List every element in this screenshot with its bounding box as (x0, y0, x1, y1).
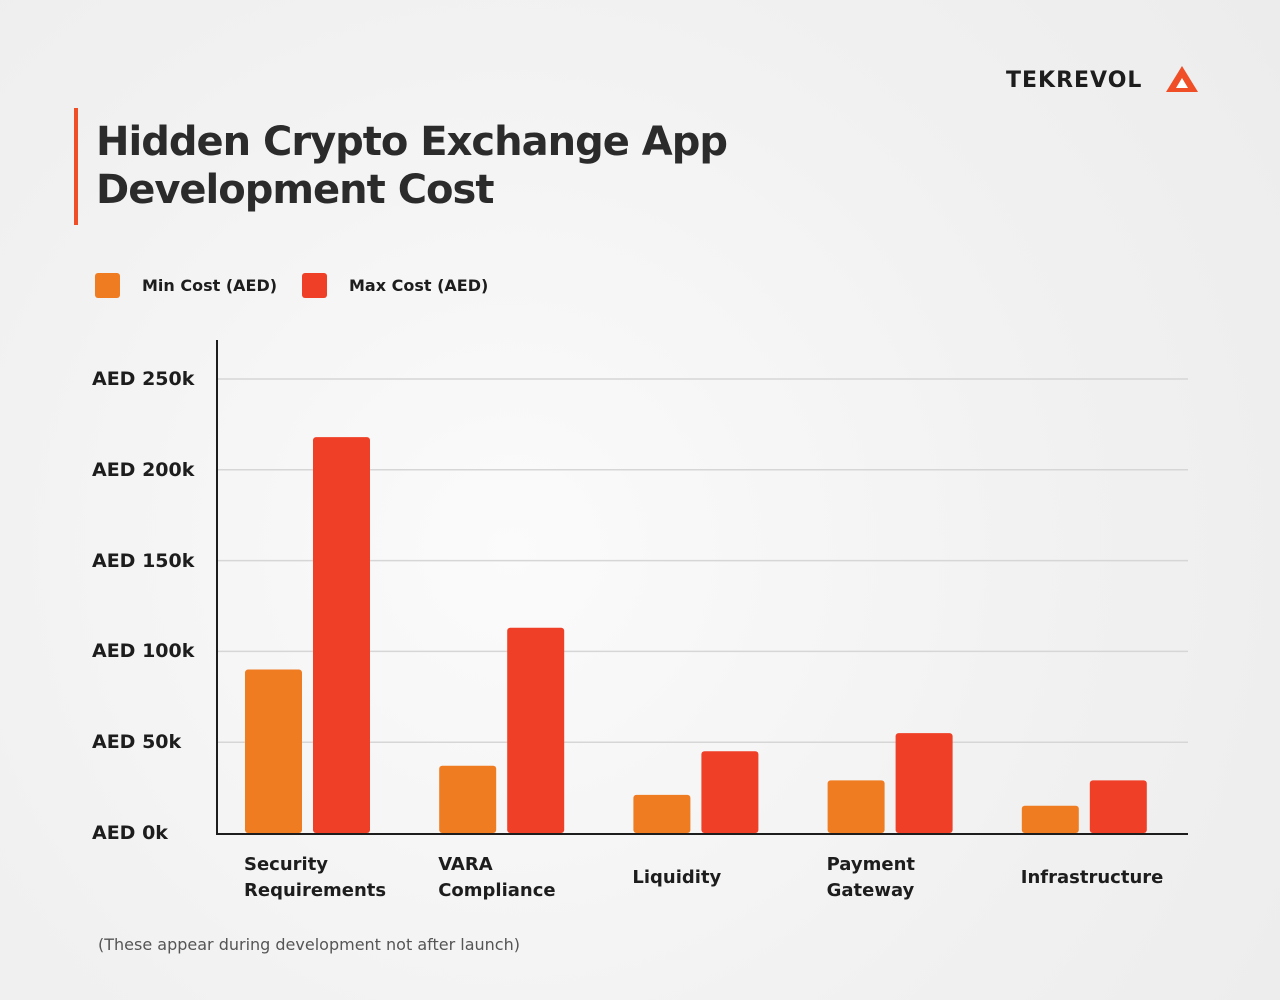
x-tick-label: Payment Gateway (826, 854, 916, 901)
y-tick-label: AED 150k (92, 549, 195, 572)
y-tick-label: AED 200k (92, 458, 195, 481)
y-tick-label: AED 100k (92, 640, 195, 663)
bar (507, 627, 565, 833)
x-tick-label: Infrastructure (1020, 867, 1164, 888)
bar (1089, 780, 1147, 833)
y-tick-label: AED 50k (92, 731, 182, 754)
footnote: (These appear during development not aft… (98, 935, 520, 954)
logo-icon (1166, 66, 1198, 92)
legend-label: Min Cost (AED) (142, 276, 278, 295)
bar (895, 733, 953, 833)
bar (827, 780, 885, 833)
legend-item: Max Cost (AED) (302, 273, 488, 298)
x-tick-label: VARA Compliance (438, 854, 556, 901)
title-accent (74, 108, 78, 225)
x-tick-label: Security Requirements (244, 854, 387, 901)
legend-swatch (95, 273, 120, 298)
brand: TEKREVOL (1006, 68, 1143, 93)
legend-label: Max Cost (AED) (349, 276, 489, 295)
y-tick-label: AED 0k (92, 822, 168, 844)
bar (1021, 805, 1079, 833)
legend-item: Min Cost (AED) (95, 273, 277, 298)
bar (313, 437, 370, 833)
x-tick-label: Liquidity (632, 867, 722, 888)
legend-swatch (302, 273, 327, 298)
y-tick-label: AED 250k (92, 368, 195, 390)
bar (439, 765, 497, 833)
chart-title: Hidden Crypto Exchange App Development C… (96, 119, 728, 213)
bar (245, 669, 302, 833)
bar (701, 751, 759, 833)
bar (633, 794, 691, 833)
